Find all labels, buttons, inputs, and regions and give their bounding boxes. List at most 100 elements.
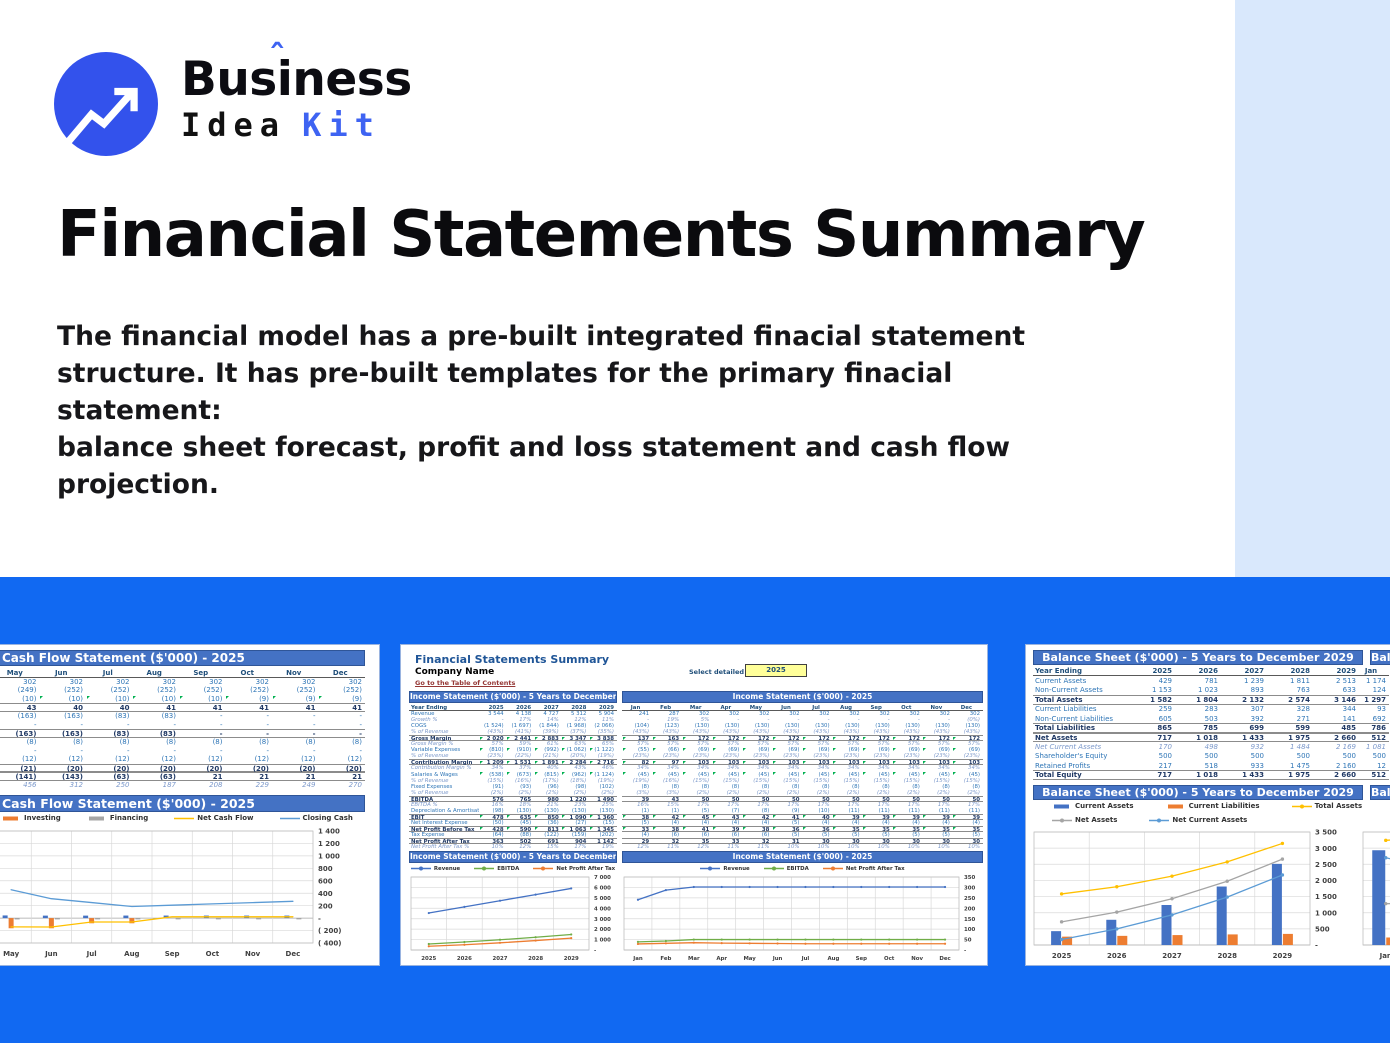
cell: 518 [1204,761,1218,770]
trend-arrow-icon [65,87,138,144]
cell: 691 [547,839,559,846]
table-of-contents-link[interactable]: Go to the Table of Contents [415,679,516,687]
cell: 590 [507,827,535,833]
cell: (43%) [662,729,680,736]
svg-text:500: 500 [1315,926,1330,934]
balance-2025-chart-partial: Jan [1359,829,1390,966]
row-label: EBITDA [411,796,434,803]
cell: (15) [602,819,614,826]
cell: 29 [641,839,650,846]
table-row: Fixed Expenses (91) (93) (96) (98) (102) [409,784,617,790]
cell: (2%) [546,789,559,796]
cell: (8) [641,783,650,790]
cell: (9) [318,695,366,703]
cell: 50 [701,796,710,803]
row-label: Total Liabilities [1035,724,1096,733]
cell: (8) [212,738,223,747]
income-5yr-chart-legend: Revenue EBITDA Net Profit After Tax [409,865,617,872]
table-row: 512 [1356,770,1389,780]
cell: (15%) [753,777,770,784]
cell: (15%) [963,777,980,784]
cell: 10% [907,844,920,851]
cell: 34% [727,765,740,772]
cell: (10) [132,695,180,703]
table-row: (1) (1) (5) (7) (8) (9) (10) (11) (11) (11) (11) (1… [622,808,983,814]
table-row: (104) (123) (130) (130) (130) (130) (130) (130)… [622,723,983,729]
cell: 57% [637,741,650,748]
cell: (8) [166,738,176,747]
sheet-title: Financial Statements Summary [415,653,610,666]
cell: (23%) [933,753,950,760]
cell: (130) [724,723,740,730]
legend-swatch-icon [1052,818,1072,822]
svg-text:350: 350 [964,875,976,881]
row-label: Gross Margin % [411,741,454,748]
year-select-input[interactable]: 2025 [745,664,807,677]
svg-text:1 500: 1 500 [1315,893,1337,901]
cell: 57% [757,741,770,748]
cell: 12% [697,844,710,851]
cell: 172 [712,736,742,742]
cell: 50 [791,796,800,803]
table-row: 93 [1356,705,1389,714]
cell: 2 132 [1242,696,1264,705]
cell: (8) [305,738,316,747]
cell: (50) [492,819,504,826]
legend-item: Investing [1,814,61,822]
cell: (69) [682,747,712,753]
cell: 241 [638,711,650,718]
cell: 15% [667,801,680,808]
cell: (8) [701,783,710,790]
cell: - [219,712,223,721]
cell: (130) [845,723,860,730]
cell: 456 [23,781,37,790]
cell: (15%) [873,777,890,784]
cell: 50 [731,796,740,803]
cell: (4) [972,819,980,826]
cell: 50 [912,796,920,803]
cell: (5) [882,832,890,838]
row-label: Growth % [411,717,438,724]
cell: May [6,669,23,677]
cell: (23%) [783,753,800,760]
table-row: (19%) (16%) (15%) (15%) (15%) (15%) (15%) (15%)… [622,778,983,784]
balance-2025-table-header-partial: Balance Sheet ($'000) - 2025 [1370,650,1390,665]
cell: (1 697) [511,723,532,730]
svg-text:May: May [743,956,756,962]
cell: (45) [682,772,712,778]
cell: 4 138 [515,711,532,718]
cell: 59% [519,741,532,748]
cell: 57% [697,741,710,748]
cell: (5) [641,819,650,826]
cell: 302 [819,711,830,718]
table-row: 16% 15% 17% 17% 17% 17% 17% 17% 17% 17% 17% 17% [622,802,983,808]
cell: 21 [212,773,223,782]
cell: 57% [727,741,740,748]
cell: (23%) [813,753,830,760]
table-row: (3%) (3%) (2%) (2%) (2%) (2%) (2%) (2%) (2%) (2%)… [622,790,983,796]
cell: 500 [1204,752,1218,761]
cell: (8) [821,783,830,790]
cell: 57% [817,741,830,748]
cell: 10% [968,844,980,851]
cell: (130) [544,807,559,814]
cell: 302 [849,711,860,718]
cell: 50 [822,796,830,803]
cell: 57% [968,741,980,748]
cell: - [359,730,362,739]
cell: (69) [803,747,833,753]
cell: (252) [64,686,83,695]
cell: 31 [791,839,800,846]
cell: 38 [622,815,652,821]
cell: 1 063 [562,827,590,833]
cell: (43%) [783,729,800,736]
cell: 10% [817,844,830,851]
cell: 287 [668,711,680,718]
cell: (45) [712,772,742,778]
cell: (45) [863,772,893,778]
legend-swatch-icon [1167,804,1183,808]
table-row: Jan [1356,667,1389,677]
row-label: EBIT [411,814,425,821]
cell: 50 [942,796,950,803]
cell: 39 [833,815,863,821]
